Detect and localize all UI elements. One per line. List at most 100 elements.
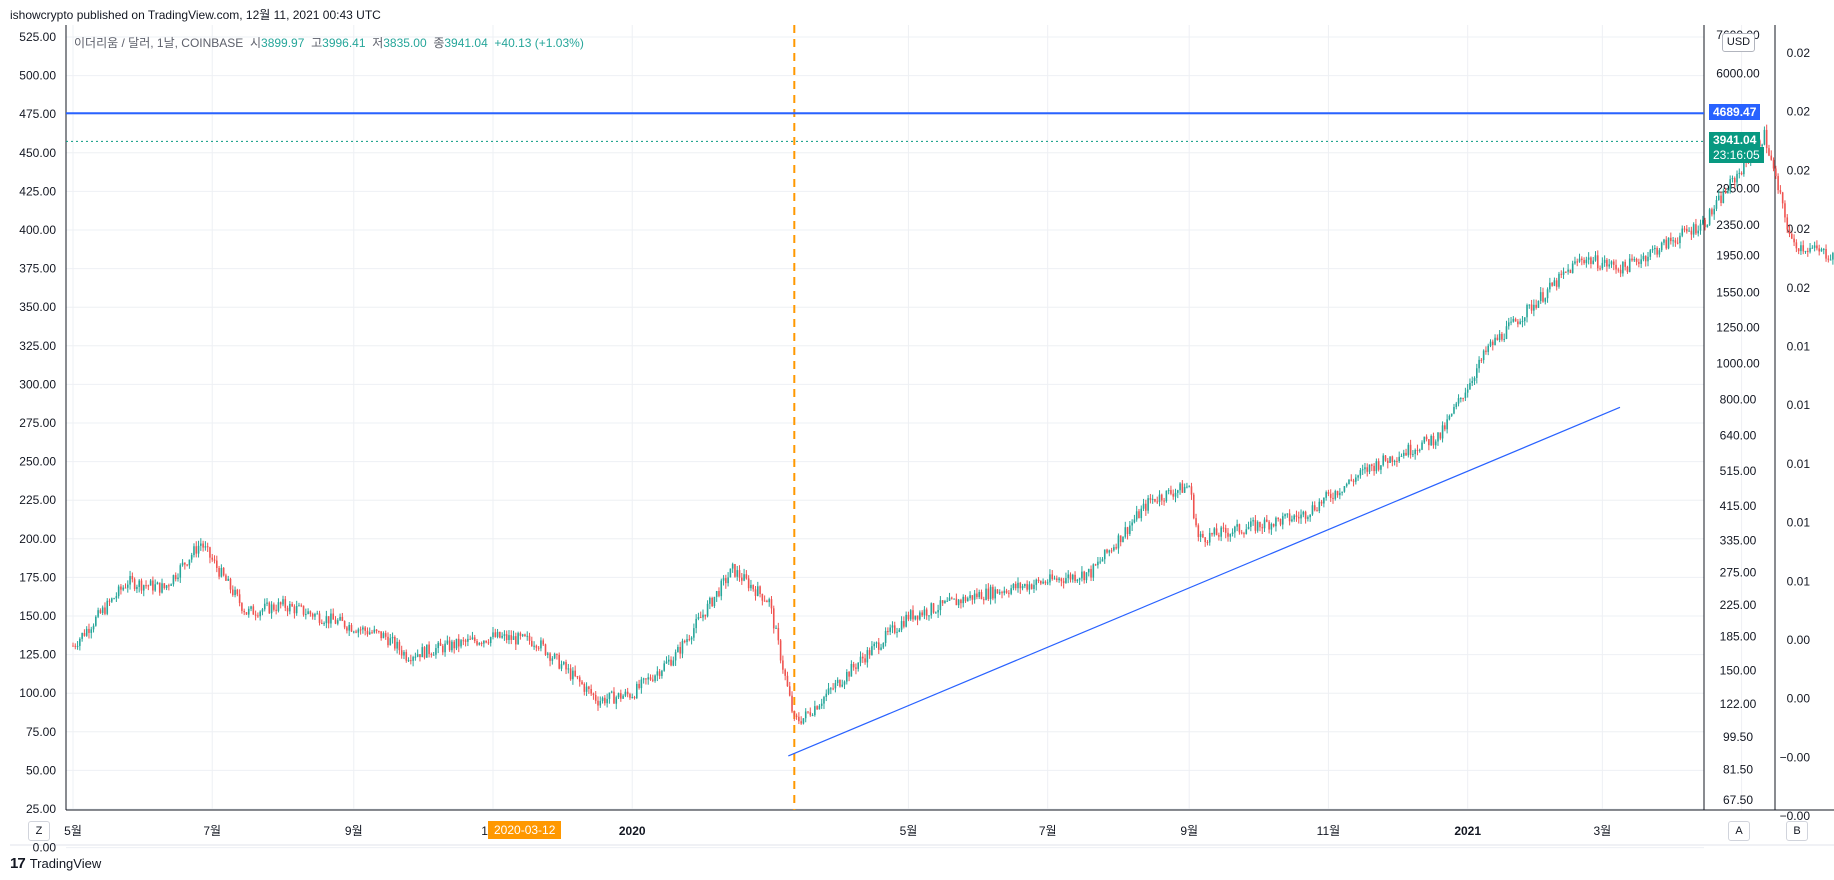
candle-body — [1247, 526, 1250, 530]
candle-body — [1227, 532, 1229, 537]
candle-body — [912, 610, 914, 620]
candle-body — [636, 683, 638, 699]
candle-body — [1320, 501, 1323, 504]
b-scale-button[interactable]: B — [1786, 821, 1808, 841]
candle-body — [405, 652, 408, 661]
time-tick-label: 3월 — [1593, 824, 1611, 838]
candle-body — [960, 599, 962, 604]
candle-body — [1514, 318, 1517, 322]
candle-body — [1366, 467, 1369, 472]
candle-body — [1147, 498, 1149, 511]
candle-body — [161, 583, 163, 593]
candle-body — [1167, 490, 1170, 492]
candle-body — [1181, 483, 1184, 493]
candle-body — [163, 583, 166, 589]
candle-body — [1284, 514, 1286, 517]
candle-body — [389, 638, 392, 646]
candle-body — [624, 691, 627, 696]
left-tick-label: 450.00 — [19, 146, 56, 160]
candle-body — [1617, 269, 1620, 271]
candle-body — [613, 691, 615, 704]
candle-body — [1663, 239, 1665, 243]
candle-body — [1208, 532, 1211, 543]
candle-body — [318, 613, 321, 623]
candle-body — [1592, 260, 1595, 264]
candle-body — [1293, 515, 1295, 520]
left-axis-button[interactable]: Z — [28, 821, 50, 841]
candle-body — [581, 681, 583, 685]
candle-body — [533, 645, 535, 647]
candle-body — [1608, 264, 1610, 267]
candle-body — [1660, 242, 1663, 251]
candle-body — [709, 597, 711, 604]
candle-body — [1026, 584, 1028, 590]
candle-body — [658, 671, 661, 676]
candle-body — [1667, 237, 1670, 249]
candle-body — [1551, 282, 1553, 286]
candle-body — [398, 641, 401, 651]
candle-body — [907, 614, 910, 620]
candle-body — [850, 663, 853, 677]
candle-body — [1473, 377, 1476, 381]
tradingview-logo-icon: 17 — [10, 855, 26, 872]
candle-body — [1482, 350, 1485, 361]
candle-body — [996, 589, 999, 594]
candle-body — [617, 693, 620, 698]
currency-selector[interactable]: USD — [1722, 33, 1755, 52]
candle-body — [891, 625, 894, 628]
candle-body — [642, 678, 645, 680]
candle-body — [873, 643, 875, 647]
candle-body — [576, 676, 579, 678]
candle-body — [957, 599, 960, 606]
candle-body — [537, 647, 540, 649]
candle-body — [948, 597, 951, 601]
candle-body — [241, 603, 243, 611]
candle-body — [1638, 261, 1640, 264]
tradingview-brand[interactable]: 17 TradingView — [10, 855, 101, 872]
candle-body — [1567, 269, 1569, 272]
candle-body — [1489, 341, 1492, 346]
candle-body — [1414, 449, 1416, 455]
candle-body — [190, 555, 193, 560]
candle-body — [1156, 501, 1159, 503]
candle-body — [1795, 242, 1798, 249]
candle-body — [889, 627, 891, 632]
auto-scale-button[interactable]: A — [1728, 821, 1750, 841]
candle-body — [640, 679, 643, 689]
candle-body — [378, 630, 380, 632]
candle-body — [437, 642, 440, 649]
candle-body — [866, 650, 869, 663]
candle-body — [1060, 578, 1063, 582]
candle-body — [1562, 271, 1565, 275]
candle-body — [1409, 444, 1412, 455]
candle-body — [816, 706, 818, 710]
candle-body — [1434, 441, 1437, 446]
candle-body — [1056, 578, 1058, 581]
candle-body — [1163, 500, 1165, 502]
candle-body — [695, 618, 697, 629]
candle-body — [738, 570, 741, 578]
support-trendline[interactable] — [788, 406, 1621, 757]
far-tick-label: 0.01 — [1787, 574, 1811, 588]
candle-body — [485, 640, 487, 643]
candle-body — [976, 593, 978, 598]
candle-body — [599, 701, 602, 706]
candle-body — [679, 646, 681, 654]
candle-body — [1090, 568, 1092, 578]
candle-body — [731, 564, 734, 569]
candle-body — [1791, 233, 1793, 239]
candle-body — [1708, 209, 1711, 225]
candle-body — [519, 633, 522, 636]
candle-body — [932, 603, 935, 613]
candle-body — [1777, 176, 1779, 191]
candle-body — [1359, 470, 1362, 476]
candle-body — [410, 660, 412, 662]
candle-body — [549, 653, 551, 661]
far-tick-label: 0.02 — [1787, 46, 1811, 60]
candle-body — [921, 612, 923, 616]
candle-body — [1430, 435, 1432, 446]
left-tick-label: 150.00 — [19, 609, 56, 623]
candle-body — [720, 580, 723, 597]
candle-body — [567, 668, 570, 670]
